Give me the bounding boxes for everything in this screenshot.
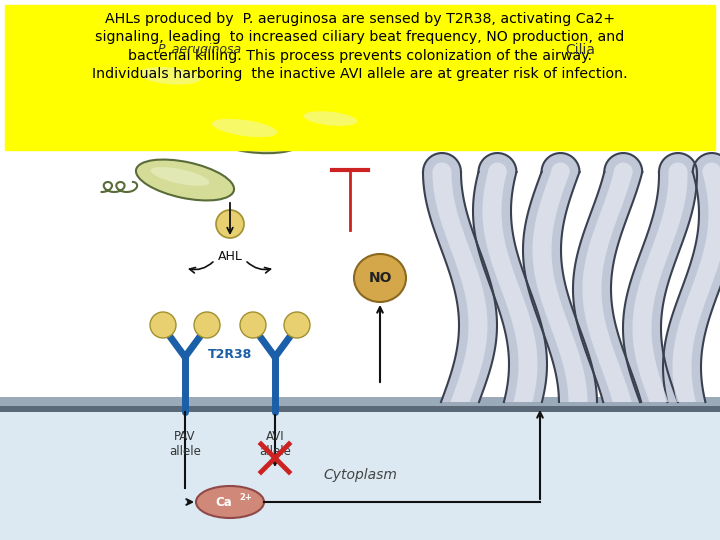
Ellipse shape	[354, 254, 406, 302]
Polygon shape	[473, 153, 547, 402]
Polygon shape	[632, 163, 688, 402]
Ellipse shape	[122, 58, 228, 102]
Circle shape	[284, 312, 310, 338]
Ellipse shape	[150, 167, 210, 186]
Ellipse shape	[138, 67, 201, 85]
Text: T2R38: T2R38	[208, 348, 252, 361]
Bar	[5, 5, 715, 150]
Bar	[0, 405, 720, 540]
Circle shape	[194, 312, 220, 338]
Text: PAV
allele: PAV allele	[169, 430, 201, 458]
Circle shape	[240, 312, 266, 338]
Polygon shape	[582, 163, 633, 402]
Ellipse shape	[196, 486, 264, 518]
Text: NO: NO	[368, 271, 392, 285]
Circle shape	[150, 312, 176, 338]
Polygon shape	[533, 163, 588, 402]
Text: Cytoplasm: Cytoplasm	[323, 468, 397, 482]
Polygon shape	[672, 163, 720, 402]
Bar	[0, 406, 720, 412]
Text: 2+: 2+	[239, 492, 252, 502]
Polygon shape	[433, 163, 487, 402]
Ellipse shape	[304, 111, 357, 126]
Text: AHLs produced by  P. aeruginosa are sensed by T2R38, activating Ca2+
signaling, : AHLs produced by P. aeruginosa are sense…	[92, 12, 628, 81]
Ellipse shape	[195, 111, 305, 153]
Polygon shape	[482, 163, 538, 402]
Text: P. aeruginosa: P. aeruginosa	[158, 44, 242, 57]
Polygon shape	[523, 153, 597, 402]
Text: Cilia: Cilia	[565, 43, 595, 57]
Ellipse shape	[290, 104, 379, 139]
Polygon shape	[623, 153, 697, 402]
Polygon shape	[573, 153, 642, 402]
Text: AVI
allele: AVI allele	[259, 430, 291, 458]
Text: Ca: Ca	[215, 496, 233, 509]
Polygon shape	[663, 153, 720, 402]
Text: AHL: AHL	[217, 251, 243, 264]
Circle shape	[216, 210, 244, 238]
Bar	[0, 397, 720, 407]
Ellipse shape	[212, 119, 277, 137]
Ellipse shape	[136, 159, 234, 200]
Polygon shape	[423, 153, 497, 402]
